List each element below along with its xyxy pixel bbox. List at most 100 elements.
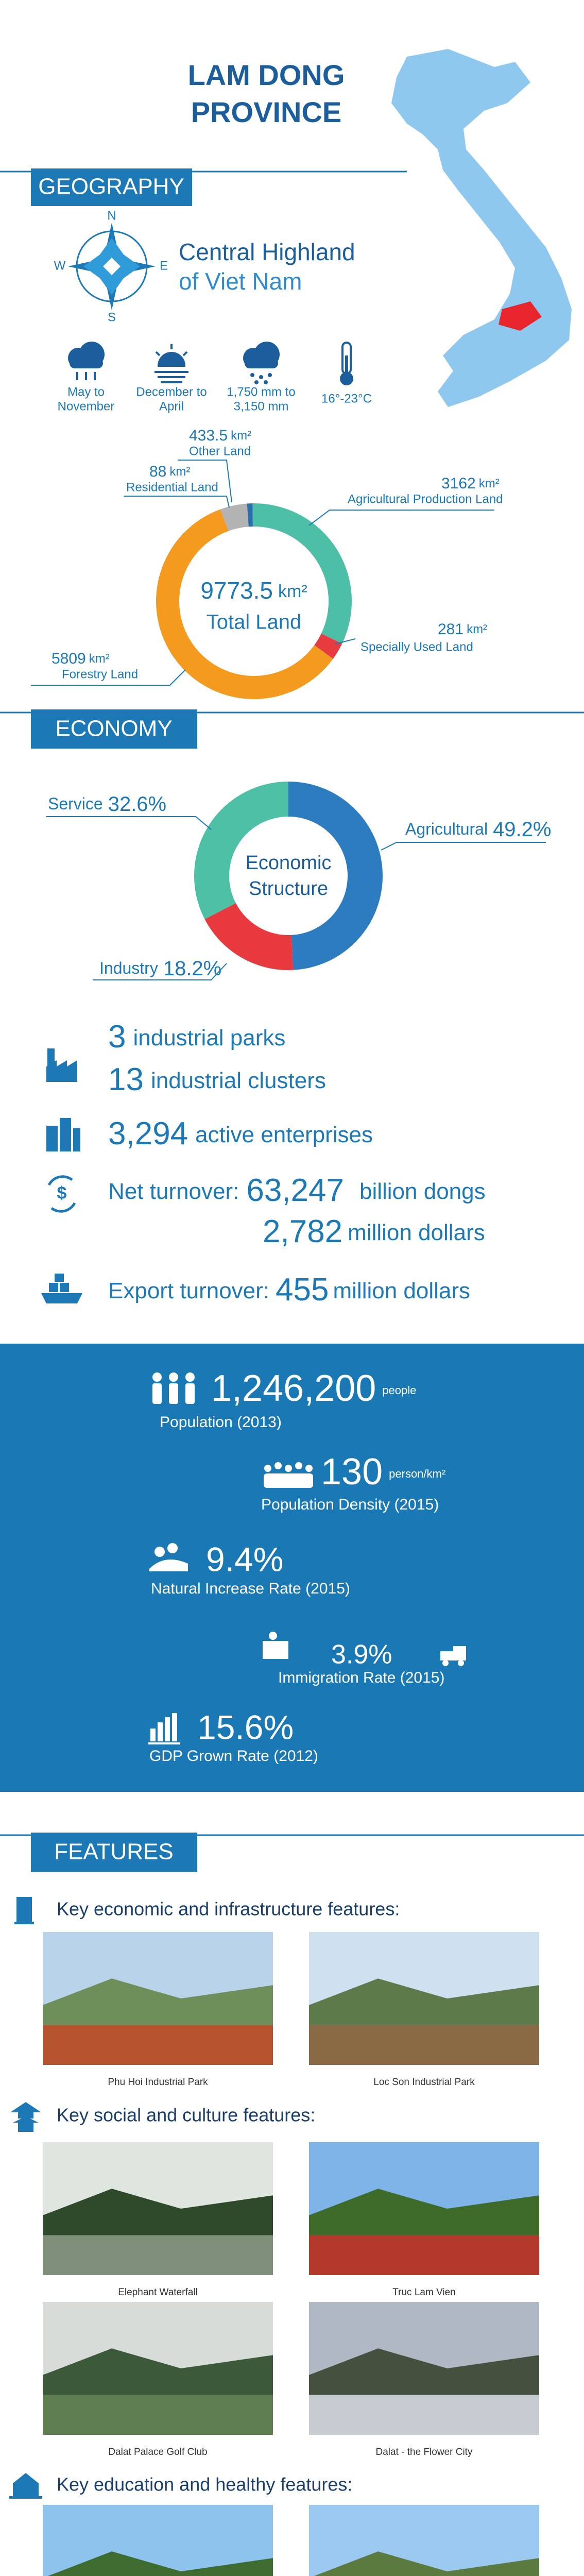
feature-group-title: Key education and healthy features: — [57, 2474, 352, 2495]
section-tab — [31, 1833, 197, 1872]
section-tab — [31, 168, 192, 206]
unit: person/km² — [389, 1467, 445, 1480]
number: 13 — [108, 1062, 144, 1097]
pop-stat: 130 person/km² — [321, 1451, 445, 1493]
text: million dollars — [333, 1278, 470, 1303]
photo-ground — [43, 2025, 273, 2065]
value: 32.6% — [108, 793, 166, 816]
donut-segment — [252, 503, 352, 644]
value: 281 — [438, 621, 463, 638]
unit: km² — [278, 582, 307, 601]
money-icon: $ — [47, 1175, 76, 1213]
region-line: of Viet Nam — [179, 268, 302, 295]
feature-group-title: Key social and culture features: — [57, 2105, 315, 2126]
pop-stat: 15.6% — [197, 1708, 294, 1746]
name: Agricultural — [405, 820, 488, 838]
unit: km² — [169, 465, 190, 479]
unit: km² — [467, 622, 487, 636]
people-icon — [152, 1372, 195, 1404]
photo-caption: Dalat - the Flower City — [376, 2447, 473, 2458]
climate-label: November — [58, 399, 115, 413]
pop-label: Natural Increase Rate (2015) — [151, 1580, 350, 1597]
climate-label: December to — [136, 385, 207, 399]
pop-stat: 3.9% — [331, 1640, 392, 1670]
rain-icon — [68, 342, 105, 380]
unit: km² — [231, 429, 251, 443]
number: 3,294 — [108, 1116, 188, 1151]
value: 3162 — [441, 475, 476, 492]
region-line: Central Highland — [179, 239, 355, 265]
population-panel — [0, 1344, 584, 1792]
photo-ground — [309, 2025, 539, 2065]
photo-hills — [309, 2189, 539, 2235]
economy-label: Agricultural 49.2% — [405, 818, 551, 841]
number: 1,246,200 — [211, 1368, 376, 1409]
unit: km² — [479, 477, 500, 490]
compass — [68, 223, 156, 310]
pop-label: GDP Grown Rate (2012) — [149, 1748, 318, 1765]
svg-text:$: $ — [57, 1183, 67, 1203]
donut-segment — [194, 782, 288, 920]
photo-hills — [314, 2551, 539, 2576]
text: industrial clusters — [151, 1068, 326, 1093]
leader-lines — [31, 460, 494, 686]
pop-label: Population Density (2015) — [261, 1496, 439, 1513]
donut-title: Economic — [246, 852, 332, 874]
photo-hills — [309, 1978, 539, 2025]
stat: 13 industrial clusters — [108, 1062, 326, 1097]
title-line: PROVINCE — [191, 96, 342, 128]
section-heading: FEATURES — [54, 1839, 173, 1865]
climate-label: April — [159, 399, 184, 413]
section-tab — [31, 709, 197, 749]
pop-label: Immigration Rate (2015) — [278, 1669, 444, 1686]
value: 88 — [149, 463, 166, 480]
compass-label: S — [108, 310, 116, 324]
sun-icon — [154, 344, 188, 383]
title-line: LAM DONG — [188, 59, 345, 91]
compass-label: E — [160, 259, 168, 273]
donut-title: Structure — [249, 878, 328, 900]
gdp-icon — [148, 1713, 180, 1744]
stat: Net turnover: 63,247 billion dongs — [108, 1173, 486, 1208]
land-donut — [156, 503, 352, 699]
province-highlight — [499, 301, 542, 331]
value: 49.2% — [493, 818, 551, 841]
photo-caption: Truc Lam Vien — [392, 2287, 456, 2298]
photo-ground — [309, 2395, 539, 2435]
photo-caption: Dalat Palace Golf Club — [108, 2447, 207, 2458]
land-value: 433.5 km² — [189, 427, 251, 444]
text: million dollars — [348, 1220, 485, 1245]
vietnam-map — [391, 49, 572, 407]
building-icon — [14, 1897, 34, 1924]
rainfall-icon — [243, 342, 280, 384]
photo-hills — [43, 1978, 273, 2025]
section-heading: ECONOMY — [55, 716, 172, 741]
value: 9773.5 — [200, 577, 273, 604]
value: 433.5 — [189, 427, 228, 444]
number: 455 — [276, 1272, 329, 1308]
stat: 2,782 million dollars — [263, 1214, 485, 1249]
number: 3 — [108, 1019, 126, 1055]
photos: Phu Hoi Industrial Park Loc Son Industria… — [43, 1932, 539, 2576]
crowd-icon — [264, 1462, 313, 1488]
land-value: 88 km² — [149, 463, 190, 480]
unit: people — [382, 1384, 416, 1397]
leader-lines — [46, 816, 546, 980]
unit: km² — [89, 652, 110, 666]
thermometer-icon — [340, 342, 353, 385]
pop-label: Population (2013) — [160, 1414, 282, 1431]
text: industrial parks — [133, 1025, 285, 1050]
growth-icon — [149, 1543, 188, 1571]
land-label: Forestry Land — [62, 667, 138, 681]
migration-icon — [263, 1632, 466, 1666]
feature-group-title: Key economic and infrastructure features… — [57, 1899, 400, 1920]
factory-icon — [46, 1048, 77, 1082]
photo-caption: Phu Hoi Industrial Park — [108, 2077, 208, 2088]
donut-segment — [247, 503, 253, 527]
donut-segment — [314, 633, 342, 659]
ship-icon — [41, 1274, 82, 1303]
value: 5809 — [51, 650, 86, 667]
number: 63,247 — [246, 1173, 344, 1208]
